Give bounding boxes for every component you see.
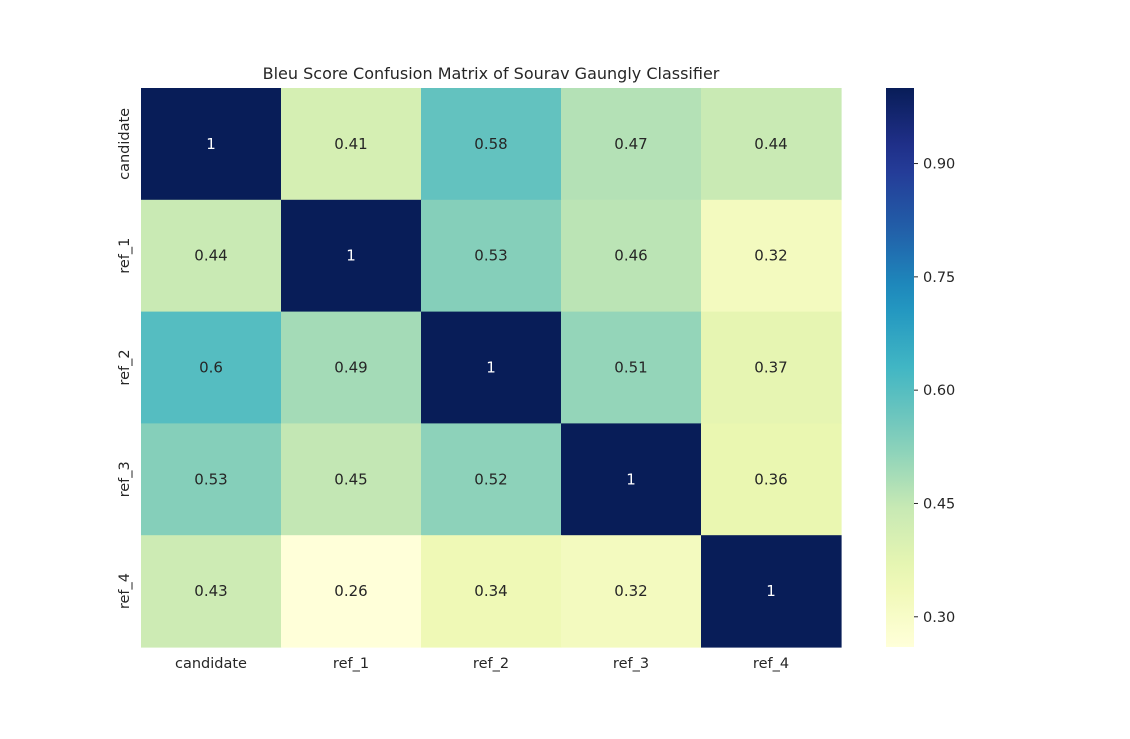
heatmap-cell: [281, 535, 422, 648]
heatmap-cell: [421, 311, 562, 424]
cell-value-label: 0.32: [614, 582, 647, 600]
heatmap-cell: [701, 199, 842, 313]
x-tick-label: ref_1: [333, 656, 369, 672]
cell-value-label: 0.34: [474, 582, 507, 600]
colorbar: 0.30 0.45 0.60 0.75 0.90: [886, 88, 955, 647]
colorbar-tick-label: 0.45: [923, 496, 955, 512]
cell-value-label: 1: [766, 582, 776, 600]
colorbar-tick-label: 0.90: [923, 157, 955, 173]
heatmap-cell: [701, 535, 842, 648]
heatmap-cell: [701, 423, 842, 536]
cell-value-label: 0.44: [194, 247, 227, 265]
y-tick-label: ref_2: [117, 349, 133, 385]
heatmap-cell: [421, 423, 562, 536]
heatmap-cell: [141, 311, 282, 424]
heatmap-cell: [281, 199, 422, 313]
cell-value-label: 0.53: [474, 247, 507, 265]
cell-value-label: 0.49: [334, 359, 367, 377]
heatmap-cell: [701, 88, 842, 201]
cell-value-label: 0.52: [474, 470, 507, 488]
heatmap-cell: [281, 311, 422, 424]
heatmap-cell: [141, 88, 282, 201]
cell-value-label: 1: [346, 247, 356, 265]
colorbar-tick-label: 0.60: [923, 383, 955, 399]
heatmap-cell: [561, 88, 702, 201]
cell-value-label: 0.47: [614, 135, 647, 153]
heatmap-cell: [561, 423, 702, 536]
heatmap-cell: [141, 535, 282, 648]
colorbar-gradient: [886, 88, 914, 647]
cell-value-label: 1: [486, 359, 496, 377]
heatmap-cells: 1 0.41 0.58 0.47 0.44 0.44 1 0.53 0.46 0.32 0.6 0.4…: [141, 88, 842, 648]
cell-value-label: 0.36: [754, 470, 787, 488]
x-tick-labels: candidate ref_1 ref_2 ref_3 ref_4: [175, 656, 789, 672]
x-tick-label: ref_3: [613, 656, 649, 672]
heatmap-cell: [141, 423, 282, 536]
cell-value-label: 0.53: [194, 470, 227, 488]
y-tick-label: ref_1: [117, 238, 133, 274]
cell-value-label: 0.51: [614, 359, 647, 377]
cell-value-label: 0.6: [199, 359, 223, 377]
heatmap-cell: [561, 311, 702, 424]
y-tick-labels: candidate ref_1 ref_2 ref_3 ref_4: [117, 108, 133, 609]
cell-value-label: 0.58: [474, 135, 507, 153]
cell-value-label: 0.32: [754, 247, 787, 265]
x-tick-label: ref_2: [473, 656, 509, 672]
heatmap-cell: [421, 199, 562, 313]
heatmap-cell: [281, 423, 422, 536]
heatmap-cell: [421, 88, 562, 201]
cell-value-label: 0.26: [334, 582, 367, 600]
colorbar-tick-label: 0.30: [923, 610, 955, 626]
x-tick-label: candidate: [175, 656, 247, 672]
heatmap-cell: [281, 88, 422, 201]
cell-value-label: 0.44: [754, 135, 787, 153]
y-tick-label: ref_4: [117, 573, 133, 609]
heatmap-cell: [701, 311, 842, 424]
heatmap-cell: [421, 535, 562, 648]
cell-value-label: 1: [626, 470, 636, 488]
x-tick-label: ref_4: [753, 656, 789, 672]
cell-value-label: 1: [206, 135, 216, 153]
cell-value-label: 0.43: [194, 582, 227, 600]
chart-title: Bleu Score Confusion Matrix of Sourav Ga…: [263, 64, 720, 83]
y-tick-label: ref_3: [117, 461, 133, 497]
cell-value-label: 0.41: [334, 135, 367, 153]
heatmap-cell: [561, 535, 702, 648]
cell-value-label: 0.45: [334, 470, 367, 488]
colorbar-tick-label: 0.75: [923, 270, 955, 286]
heatmap-cell: [561, 199, 702, 313]
cell-value-label: 0.37: [754, 359, 787, 377]
heatmap-cell: [141, 199, 282, 313]
cell-value-label: 0.46: [614, 247, 647, 265]
y-tick-label: candidate: [117, 108, 133, 180]
